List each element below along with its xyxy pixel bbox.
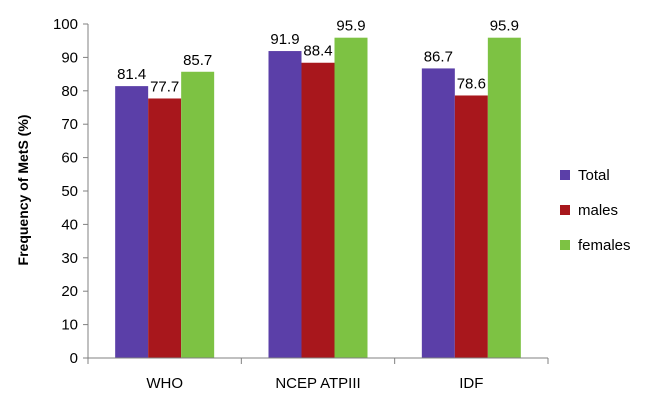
x-tick-label: NCEP ATPIII [275, 375, 360, 392]
bar-total-1 [115, 86, 149, 359]
x-tick-label: IDF [459, 375, 483, 392]
data-label-total-3: 86.7 [424, 48, 453, 65]
y-tick-label: 70 [61, 116, 78, 133]
data-label-females-3: 95.9 [490, 18, 519, 35]
legend-swatch-males [560, 205, 570, 215]
y-tick-label: 10 [61, 317, 78, 334]
y-tick-label: 40 [61, 216, 78, 233]
y-tick-label: 30 [61, 250, 78, 267]
x-axis: WHO NCEP ATPIII IDF [87, 357, 549, 392]
bar-total-2 [268, 51, 302, 358]
legend-swatch-total [560, 170, 570, 180]
bar-males-1 [148, 98, 182, 359]
y-tick-label: 100 [53, 16, 78, 33]
legend-label-total: Total [578, 167, 610, 184]
data-label-females-2: 95.9 [336, 18, 365, 35]
y-tick-label: 0 [70, 350, 78, 367]
bars [115, 37, 521, 359]
data-label-males-3: 78.6 [457, 75, 486, 92]
bar-females-3 [487, 37, 521, 358]
legend-swatch-females [560, 240, 570, 250]
y-tick-label: 90 [61, 49, 78, 66]
legend: Total males females [560, 167, 631, 254]
y-tick-label: 50 [61, 183, 78, 200]
x-tick-label: WHO [146, 375, 183, 392]
data-label-total-2: 91.9 [270, 31, 299, 48]
bar-males-2 [301, 62, 335, 359]
legend-label-males: males [578, 202, 618, 219]
data-labels: 81.477.785.791.988.495.986.778.695.9 [117, 18, 519, 96]
data-label-males-2: 88.4 [303, 43, 332, 60]
bar-females-2 [334, 37, 368, 358]
y-tick-label: 60 [61, 150, 78, 167]
bar-total-3 [421, 68, 455, 358]
bar-females-1 [181, 71, 215, 359]
y-axis-label: Frequency of MetS (%) [15, 115, 31, 266]
y-tick-label: 80 [61, 83, 78, 100]
y-tick-label: 20 [61, 283, 78, 300]
y-axis: 0 10 20 30 40 50 60 70 80 90 100 [53, 16, 89, 367]
bar-males-3 [454, 95, 488, 358]
data-label-females-1: 85.7 [183, 52, 212, 69]
data-label-males-1: 77.7 [150, 78, 179, 95]
legend-label-females: females [578, 237, 631, 254]
data-label-total-1: 81.4 [117, 66, 146, 83]
